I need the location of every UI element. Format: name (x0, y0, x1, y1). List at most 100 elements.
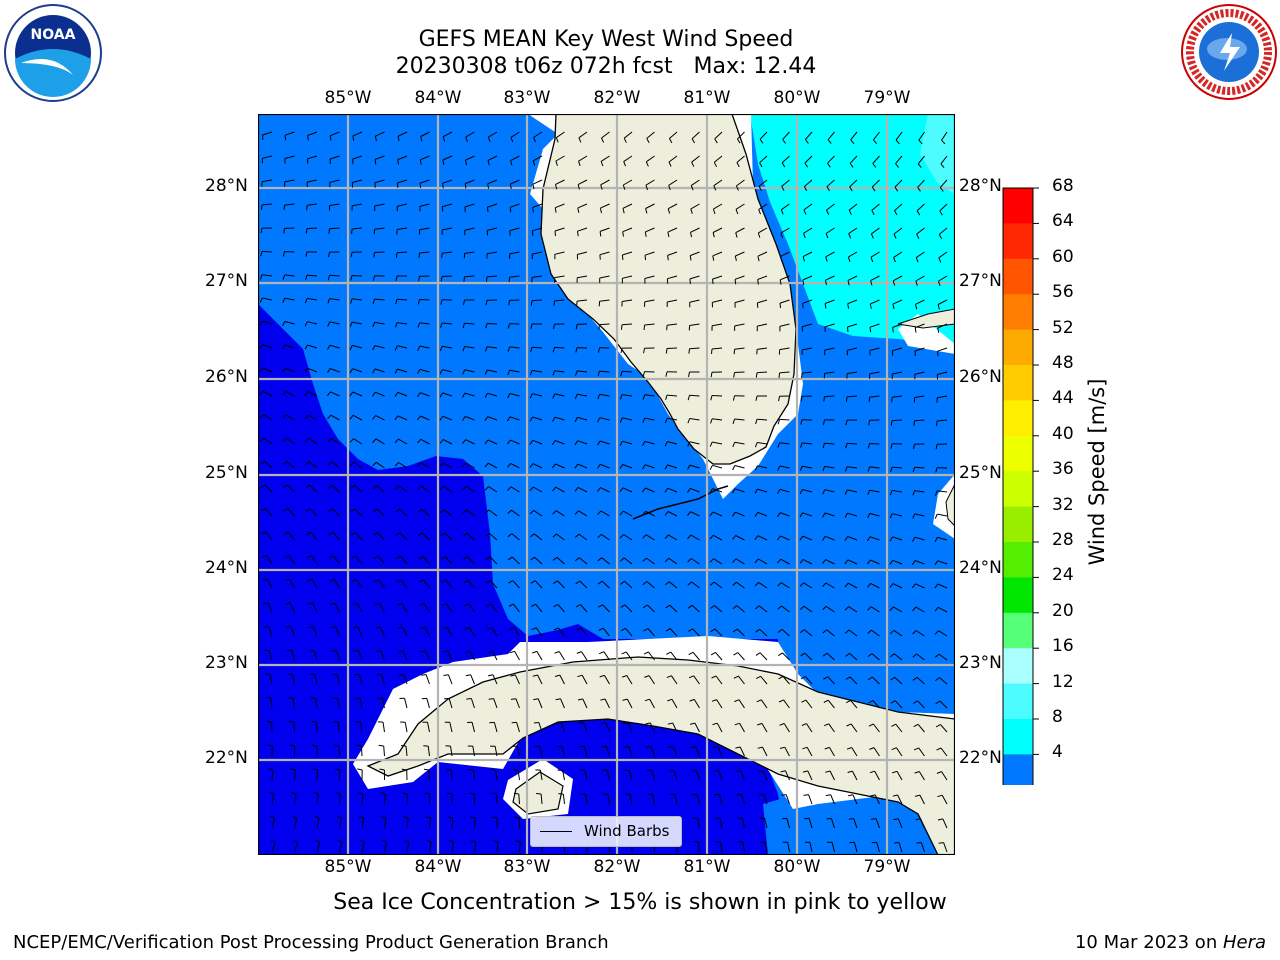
wind-barb-flag (421, 674, 427, 676)
wind-barb-flag (868, 723, 874, 727)
wind-barb (329, 203, 340, 206)
wind-barb-flag (439, 462, 444, 467)
wind-barb-flag (597, 417, 601, 423)
wind-barb (374, 298, 385, 301)
wind-barb (262, 297, 273, 301)
wind-barb-flag (935, 677, 940, 681)
graticule (258, 114, 955, 855)
wind-barb (306, 274, 318, 277)
wind-barb-flag (668, 161, 672, 167)
wind-barb (622, 275, 633, 279)
map-legend: Wind Barbs (530, 816, 682, 847)
wind-barb-flag (417, 509, 423, 513)
wind-barb (487, 346, 498, 349)
wind-barb (289, 602, 295, 613)
wind-barb (689, 347, 700, 350)
wind-barb-flag (395, 299, 398, 305)
wind-barb (562, 794, 565, 805)
wind-barb (428, 769, 430, 781)
wind-barb-flag (622, 698, 628, 701)
wind-barb (374, 203, 385, 207)
wind-barb-flag (934, 630, 939, 635)
wind-barb-flag (510, 137, 514, 143)
wind-barb-flag (758, 209, 761, 215)
wind-barb (397, 322, 408, 325)
wind-barb-flag (825, 256, 828, 262)
wind-barb-flag (780, 232, 783, 238)
wind-barb (465, 485, 475, 493)
wind-barb-flag (373, 532, 378, 536)
wind-barb-flag (597, 580, 603, 585)
wind-barbs (259, 131, 948, 853)
wind-barb-flag (895, 163, 899, 168)
wind-barb (294, 794, 297, 805)
wind-barb-flag (691, 770, 697, 772)
wind-barb-flag (687, 534, 692, 540)
wind-barb (758, 558, 768, 565)
wind-barb-flag (731, 511, 736, 517)
wind-barb-flag (350, 275, 353, 281)
wind-barb (756, 418, 768, 421)
wind-barb-flag (824, 303, 827, 309)
south-mid-blue-region (763, 794, 955, 855)
wind-barb (442, 369, 453, 373)
wind-barb (717, 746, 723, 757)
wind-barb-flag (468, 769, 474, 771)
wind-barb (870, 251, 880, 258)
wind-barb-flag (732, 488, 736, 494)
wind-barb (645, 534, 655, 541)
wind-barb-flag (440, 276, 443, 282)
wind-barb (312, 626, 318, 637)
wind-barb (487, 251, 498, 255)
colorbar-segment (1003, 754, 1033, 785)
wind-barb-flag (349, 368, 354, 374)
wind-barb-flag (372, 415, 376, 420)
wind-barb (668, 581, 678, 589)
wind-barb (734, 299, 745, 304)
wind-barb-flag (394, 368, 398, 374)
wind-barb (315, 721, 318, 733)
wind-barb (937, 323, 948, 329)
wind-barb-flag (574, 394, 578, 399)
wind-barb-flag (462, 369, 466, 375)
colorbar-tick-label: 64 (1052, 211, 1074, 232)
wind-barb-flag (515, 840, 521, 843)
wind-barb-flag (755, 395, 758, 401)
wind-barb-flag (333, 721, 339, 723)
wind-barb (782, 131, 790, 140)
wind-barb-flag (871, 818, 877, 820)
wind-barb (600, 463, 610, 469)
wind-barb-flag (664, 441, 668, 447)
wind-barb (333, 579, 340, 589)
wind-barb (419, 251, 430, 254)
wind-barb (314, 674, 318, 685)
wind-barb (689, 275, 700, 280)
wind-barb (758, 227, 768, 234)
wind-barb-flag (894, 186, 899, 192)
lon-label-bottom: 85°W (324, 857, 372, 877)
wind-barb (509, 416, 520, 421)
wind-barb-flag (779, 723, 785, 726)
wind-barb (739, 746, 745, 757)
wind-barb-flag (642, 510, 647, 516)
wind-barb-flag (713, 185, 717, 191)
wind-barb-flag (668, 185, 671, 191)
wind-barb (892, 371, 903, 375)
wind-barb (465, 462, 475, 469)
wind-barb (894, 203, 903, 211)
colorbar-segment (1003, 612, 1033, 649)
wind-barb-flag (710, 372, 713, 378)
wind-barb (285, 367, 295, 373)
wind-barb-flag (378, 744, 384, 747)
wind-barb (802, 512, 813, 517)
wind-barb (622, 440, 633, 445)
wind-barb-flag (870, 280, 873, 286)
wind-barb (286, 437, 295, 445)
wind-barb-flag (642, 417, 646, 423)
wind-barb-flag (372, 275, 375, 281)
wind-barb-flag (892, 794, 898, 797)
wind-barb (532, 439, 543, 445)
wind-barb-flag (710, 605, 715, 609)
wind-barb (465, 415, 475, 421)
wind-barb-flag (462, 346, 466, 352)
